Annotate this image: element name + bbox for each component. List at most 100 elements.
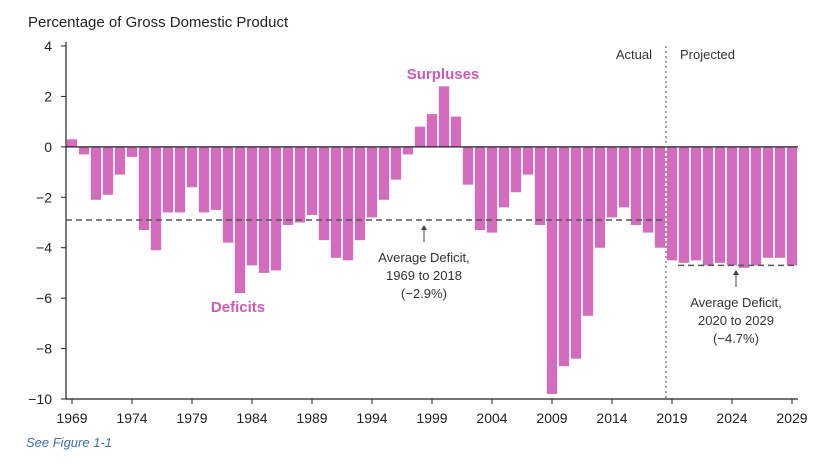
bar-2026 bbox=[750, 146, 762, 266]
bar-2020 bbox=[678, 146, 690, 263]
projected-label: Projected bbox=[680, 47, 735, 62]
bar-1993 bbox=[354, 146, 366, 241]
bar-2009 bbox=[546, 146, 558, 394]
avg2-line3: (−4.7%) bbox=[713, 331, 759, 346]
x-tick-label: 2029 bbox=[776, 410, 807, 426]
bar-1986 bbox=[270, 146, 282, 271]
y-tick-label: 4 bbox=[44, 38, 52, 54]
bar-2027 bbox=[762, 146, 774, 258]
y-tick-label: −2 bbox=[36, 189, 52, 205]
bar-2010 bbox=[558, 146, 570, 367]
bar-1994 bbox=[366, 146, 378, 218]
bar-1998 bbox=[414, 126, 426, 147]
bar-2025 bbox=[738, 146, 750, 268]
deficits-label: Deficits bbox=[211, 299, 265, 316]
y-tick-label: −8 bbox=[36, 341, 52, 357]
bar-2000 bbox=[438, 86, 450, 147]
x-tick-label: 1999 bbox=[416, 410, 447, 426]
bar-1977 bbox=[162, 146, 174, 213]
bar-2021 bbox=[690, 146, 702, 261]
bar-1984 bbox=[246, 146, 258, 266]
avg1-line2: 1969 to 2018 bbox=[386, 268, 462, 283]
x-tick-label: 2009 bbox=[536, 410, 567, 426]
bar-1982 bbox=[222, 146, 234, 243]
avg2-line1: Average Deficit, bbox=[690, 295, 782, 310]
bar-2017 bbox=[642, 146, 654, 233]
bar-1992 bbox=[342, 146, 354, 261]
bar-1990 bbox=[318, 146, 330, 241]
x-axis-ticks: 1969 1974 1979 1984 1989 1994 1999 2004 2009 2014… bbox=[56, 399, 808, 426]
bar-1987 bbox=[282, 146, 294, 226]
bar-2012 bbox=[582, 146, 594, 316]
bar-2016 bbox=[630, 146, 642, 226]
bar-1974 bbox=[126, 146, 138, 157]
avg1-line3: (−2.9%) bbox=[401, 286, 447, 301]
bar-1995 bbox=[378, 146, 390, 200]
bar-1997 bbox=[402, 146, 414, 155]
bar-2002 bbox=[462, 146, 474, 185]
bar-1979 bbox=[186, 146, 198, 188]
bar-1978 bbox=[174, 146, 186, 213]
bar-2013 bbox=[594, 146, 606, 248]
bar-2022 bbox=[702, 146, 714, 266]
x-tick-label: 2024 bbox=[716, 410, 747, 426]
y-tick-label: 2 bbox=[44, 88, 52, 104]
avg1-callout-arrow bbox=[421, 225, 427, 230]
bar-2028 bbox=[774, 146, 786, 258]
bar-1980 bbox=[198, 146, 210, 213]
bar-1975 bbox=[138, 146, 150, 231]
x-tick-label: 1989 bbox=[296, 410, 327, 426]
bar-2023 bbox=[714, 146, 726, 263]
bar-2003 bbox=[474, 146, 486, 231]
x-tick-label: 1974 bbox=[116, 410, 147, 426]
y-tick-label: −4 bbox=[36, 240, 52, 256]
bar-1972 bbox=[102, 146, 114, 195]
x-tick-label: 2014 bbox=[596, 410, 627, 426]
y-tick-label: −10 bbox=[28, 391, 52, 407]
x-tick-label: 1994 bbox=[356, 410, 387, 426]
y-tick-label: −6 bbox=[36, 290, 52, 306]
bar-2004 bbox=[486, 146, 498, 233]
bar-2008 bbox=[534, 146, 546, 226]
bars bbox=[66, 86, 798, 394]
x-tick-label: 2019 bbox=[656, 410, 687, 426]
bar-1996 bbox=[390, 146, 402, 180]
bar-1989 bbox=[306, 146, 318, 215]
bar-2007 bbox=[522, 146, 534, 175]
bar-2006 bbox=[510, 146, 522, 193]
bar-2011 bbox=[570, 146, 582, 359]
x-tick-label: 1969 bbox=[56, 410, 87, 426]
figure-reference: See Figure 1-1 bbox=[26, 435, 112, 450]
average-lines bbox=[66, 219, 798, 267]
bar-2018 bbox=[654, 146, 666, 248]
surpluses-label: Surpluses bbox=[407, 66, 480, 83]
y-axis-ticks: 4 2 0 −2 −4 −6 −8 −10 bbox=[28, 38, 66, 407]
bar-1991 bbox=[330, 146, 342, 258]
avg2-line2: 2020 to 2029 bbox=[698, 313, 774, 328]
bar-1976 bbox=[150, 146, 162, 251]
y-axis-title: Percentage of Gross Domestic Product bbox=[28, 14, 289, 31]
avg2-callout-arrow bbox=[733, 270, 739, 275]
y-tick-label: 0 bbox=[44, 139, 52, 155]
bar-1988 bbox=[294, 146, 306, 223]
avg1-line1: Average Deficit, bbox=[378, 250, 470, 265]
x-tick-label: 1984 bbox=[236, 410, 267, 426]
bar-1970 bbox=[78, 146, 90, 155]
bar-1985 bbox=[258, 146, 270, 273]
bar-2015 bbox=[618, 146, 630, 208]
x-tick-label: 2004 bbox=[476, 410, 507, 426]
bar-1971 bbox=[90, 146, 102, 200]
bar-2029 bbox=[786, 146, 798, 266]
bar-2019 bbox=[666, 146, 678, 261]
bar-1981 bbox=[210, 146, 222, 210]
bar-2014 bbox=[606, 146, 618, 218]
bar-1969 bbox=[66, 139, 78, 147]
bar-2024 bbox=[726, 146, 738, 266]
bar-2005 bbox=[498, 146, 510, 208]
bar-2001 bbox=[450, 116, 462, 147]
x-tick-label: 1979 bbox=[176, 410, 207, 426]
bar-1999 bbox=[426, 114, 438, 147]
actual-label: Actual bbox=[616, 47, 652, 62]
bar-1973 bbox=[114, 146, 126, 175]
